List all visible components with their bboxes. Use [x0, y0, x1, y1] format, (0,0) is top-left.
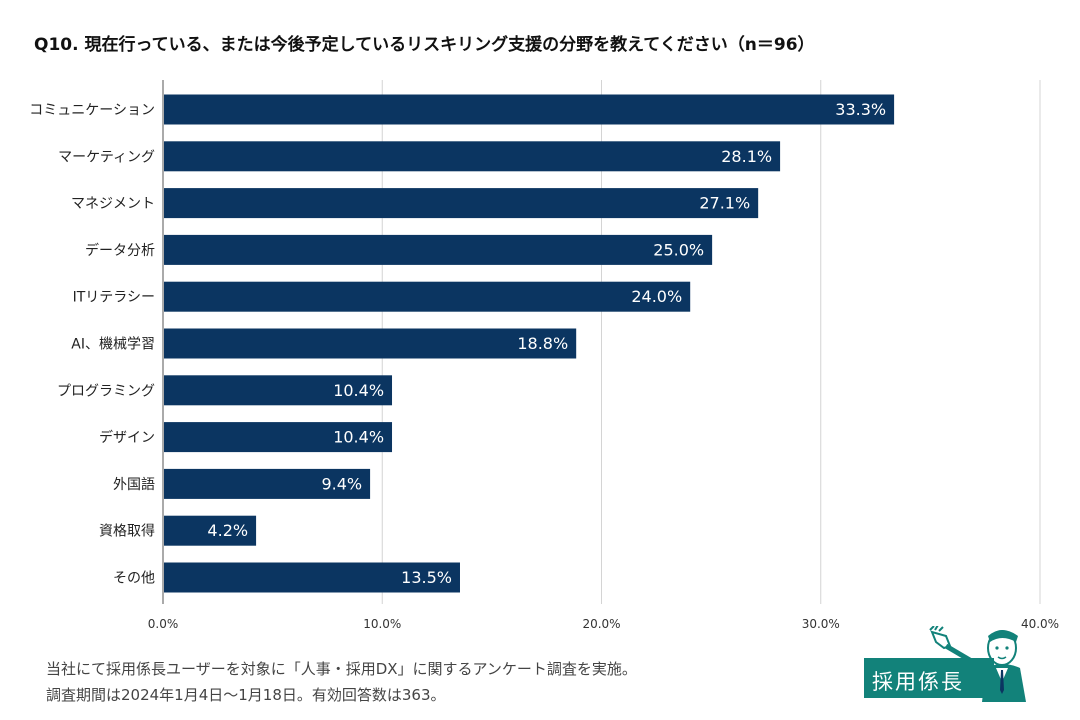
logo-text: 採用係長 [872, 670, 964, 694]
bar [164, 562, 460, 593]
bar [164, 515, 257, 546]
category-label: コミュニケーション [29, 103, 155, 119]
bar [164, 422, 393, 453]
x-tick-label: 0.0% [148, 617, 179, 631]
bar-value-label: 13.5% [401, 568, 452, 587]
brand-logo: 採用係長 [860, 626, 1036, 702]
footnote-period: 調査期間は2024年1月4日〜1月18日。有効回答数は363。 [46, 686, 446, 704]
category-label: データ分析 [85, 242, 155, 259]
bar-value-label: 33.3% [835, 100, 886, 119]
bar-value-label: 25.0% [653, 240, 704, 259]
bar [164, 375, 393, 406]
bar-value-label: 10.4% [333, 381, 384, 400]
bars: 33.3% 28.1% 27.1% 25.0% 24.0% 18.8% 10.4% 10.4%… [164, 94, 895, 593]
bar [164, 94, 895, 125]
bar [164, 188, 759, 219]
x-tick-labels: 0.0% 10.0% 20.0% 30.0% 40.0% [148, 617, 1059, 631]
x-tick-label: 40.0% [1021, 617, 1059, 631]
bar-value-label: 10.4% [333, 428, 384, 447]
bar-value-label: 18.8% [517, 334, 568, 353]
bar [164, 234, 713, 265]
category-label: AI、機械学習 [71, 337, 155, 353]
x-tick-label: 20.0% [582, 617, 620, 631]
category-label: マネジメント [71, 196, 155, 212]
category-label: 外国語 [113, 477, 155, 493]
bar-value-label: 27.1% [699, 194, 750, 213]
bar [164, 328, 577, 359]
bar-chart: 33.3% 28.1% 27.1% 25.0% 24.0% 18.8% 10.4% 10.4%… [29, 80, 1059, 631]
category-label: プログラミング [57, 383, 155, 399]
bar [164, 141, 781, 172]
category-label: デザイン [99, 429, 155, 446]
bar [164, 281, 691, 312]
bar-value-label: 4.2% [207, 521, 248, 540]
bar-value-label: 9.4% [321, 474, 362, 493]
bar-value-label: 24.0% [631, 287, 682, 306]
category-label: マーケティング [58, 149, 155, 165]
bar [164, 468, 371, 499]
chart-title: Q10. 現在行っている、または今後予定しているリスキリング支援の分野を教えてく… [34, 35, 815, 55]
category-label: その他 [113, 571, 155, 587]
logo-badge [864, 658, 994, 698]
x-tick-label: 30.0% [802, 617, 840, 631]
category-label: 資格取得 [99, 523, 155, 540]
x-tick-label: 10.0% [363, 617, 401, 631]
category-label: ITリテラシー [73, 290, 155, 306]
footnote-survey: 当社にて採用係長ユーザーを対象に「人事・採用DX」に関するアンケート調査を実施。 [46, 660, 637, 678]
bar-value-label: 28.1% [721, 147, 772, 166]
